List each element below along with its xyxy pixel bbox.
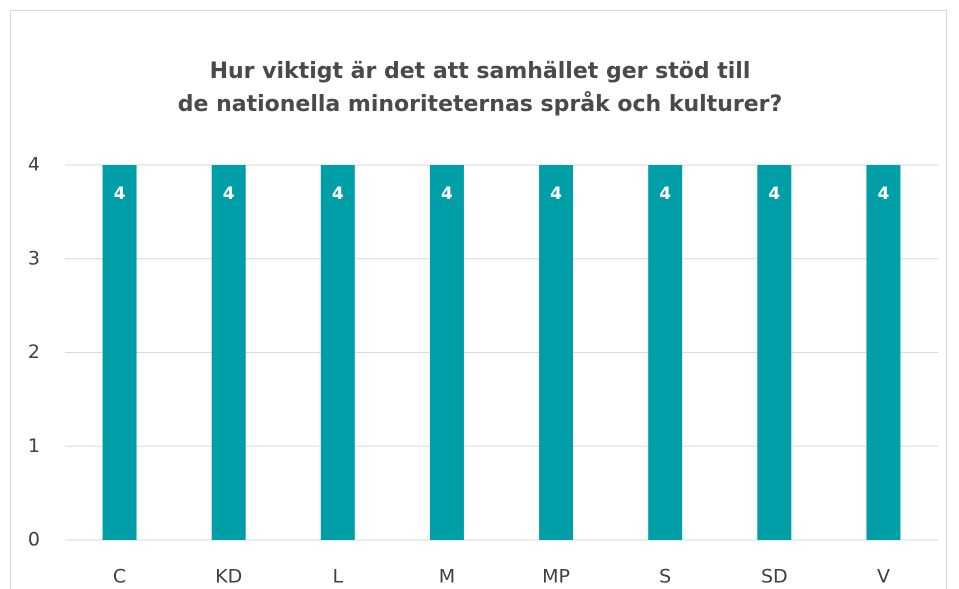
y-tick-label: 0 <box>28 529 40 551</box>
y-tick-label: 3 <box>28 247 40 269</box>
bar <box>648 165 683 540</box>
bar <box>102 165 137 540</box>
chart-title: Hur viktigt är det att samhället ger stö… <box>210 59 751 84</box>
data-label: 4 <box>223 184 235 204</box>
x-tick-label: MP <box>542 566 570 588</box>
data-label: 4 <box>550 184 562 204</box>
y-tick-label: 1 <box>28 435 40 457</box>
data-label: 4 <box>659 184 671 204</box>
x-tick-label: C <box>113 566 126 588</box>
x-tick-label: KD <box>215 566 242 588</box>
data-label: 4 <box>878 184 890 204</box>
chart-title: de nationella minoriteternas språk och k… <box>178 91 783 117</box>
bar <box>757 165 792 540</box>
bar <box>429 165 464 540</box>
data-label: 4 <box>332 184 344 204</box>
x-tick-label: L <box>333 566 344 588</box>
data-label: 4 <box>441 184 453 204</box>
bar <box>211 165 246 540</box>
y-tick-label: 4 <box>28 154 40 176</box>
bar <box>866 165 901 540</box>
data-label: 4 <box>768 184 780 204</box>
x-tick-label: M <box>439 566 455 588</box>
x-tick-label: V <box>877 566 890 588</box>
x-tick-label: S <box>659 566 671 588</box>
data-label: 4 <box>114 184 126 204</box>
x-tick-label: SD <box>761 566 788 588</box>
y-tick-label: 2 <box>28 341 40 363</box>
bar <box>320 165 355 540</box>
bar <box>539 165 574 540</box>
